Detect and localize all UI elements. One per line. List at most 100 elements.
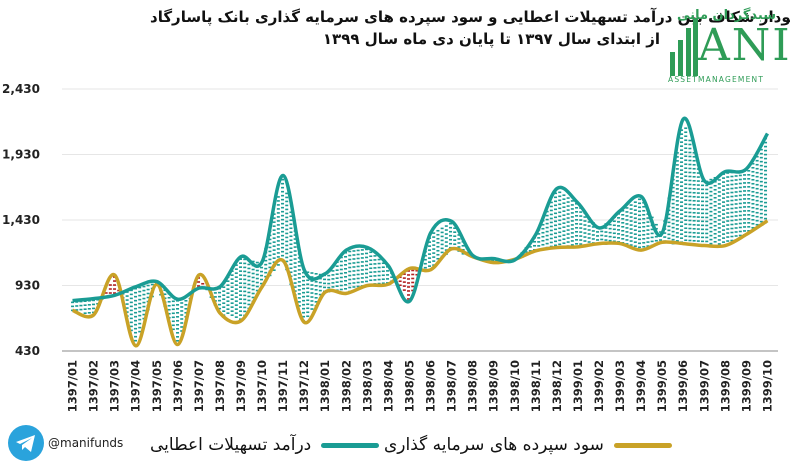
- gap-hatch-mark: [365, 264, 369, 267]
- gap-hatch-mark: [722, 233, 726, 235]
- gap-hatch-mark: [688, 163, 692, 166]
- logo-subtitle: ASSETMANAGEMENT: [668, 75, 765, 84]
- gap-hatch-mark: [738, 222, 742, 225]
- gap-hatch-mark: [717, 195, 721, 197]
- gap-hatch-mark: [268, 262, 272, 265]
- gap-hatch-mark: [738, 210, 742, 213]
- gap-hatch-mark: [129, 309, 133, 312]
- gap-hatch-mark: [331, 270, 335, 272]
- gap-hatch-mark: [281, 210, 285, 213]
- gap-hatch-mark: [617, 229, 621, 231]
- gap-hatch-mark: [688, 183, 692, 186]
- gap-hatch-mark: [570, 244, 574, 246]
- gap-hatch-mark: [407, 282, 411, 284]
- gap-hatch-mark: [566, 233, 570, 235]
- telegram-handle[interactable]: @manifunds: [48, 436, 124, 450]
- gap-hatch-mark: [575, 235, 579, 237]
- gap-hatch-mark: [692, 231, 696, 234]
- gap-hatch-mark: [764, 201, 768, 204]
- gap-hatch-mark: [688, 211, 692, 214]
- gap-hatch-mark: [365, 280, 369, 283]
- gap-hatch-mark: [146, 288, 150, 291]
- gap-hatch-mark: [339, 272, 343, 275]
- logo-letters: ANI: [698, 20, 790, 71]
- gap-hatch-mark: [310, 276, 314, 278]
- gap-hatch-mark: [449, 222, 453, 225]
- gap-hatch-mark: [717, 191, 721, 193]
- gap-hatch-mark: [751, 170, 755, 173]
- gap-hatch-mark: [638, 222, 642, 225]
- gap-hatch-mark: [264, 271, 268, 274]
- gap-hatch-mark: [134, 327, 138, 330]
- gap-hatch-mark: [436, 233, 440, 236]
- gap-hatch-mark: [705, 184, 709, 187]
- gap-hatch-mark: [344, 271, 348, 274]
- gap-hatch-mark: [255, 277, 259, 280]
- gap-hatch-mark: [272, 217, 276, 219]
- gap-hatch-mark: [738, 226, 742, 229]
- gap-hatch-mark: [247, 303, 251, 306]
- gap-hatch-mark: [297, 277, 301, 279]
- gap-hatch-mark: [541, 223, 545, 226]
- gap-hatch-mark: [339, 288, 343, 291]
- x-tick-label: 1398/08: [466, 360, 480, 412]
- gap-hatch-mark: [255, 269, 259, 272]
- gap-hatch-mark: [759, 212, 763, 215]
- gap-hatch-mark: [680, 133, 684, 135]
- gap-hatch-mark: [734, 207, 738, 209]
- gap-hatch-mark: [71, 309, 75, 312]
- gap-hatch-mark: [230, 278, 234, 280]
- gap-hatch-mark: [285, 212, 289, 215]
- gap-hatch-mark: [675, 220, 679, 222]
- gap-hatch-mark: [247, 291, 251, 294]
- gap-hatch-mark: [692, 167, 696, 170]
- gap-hatch-mark: [272, 269, 276, 271]
- gap-hatch-mark: [701, 236, 705, 239]
- gap-hatch-mark: [281, 190, 285, 193]
- gap-hatch-mark: [251, 276, 255, 279]
- gap-hatch-mark: [297, 285, 301, 287]
- gap-hatch-mark: [146, 284, 150, 287]
- gap-hatch-mark: [285, 252, 289, 255]
- gap-hatch-mark: [423, 258, 427, 261]
- gap-hatch-mark: [730, 235, 734, 238]
- gap-hatch-area: [71, 127, 768, 346]
- gap-hatch-mark: [629, 228, 633, 230]
- x-tick-label: 1397/03: [108, 360, 122, 412]
- gap-hatch-mark: [751, 186, 755, 189]
- gap-hatch-mark: [310, 292, 314, 294]
- gap-hatch-mark: [764, 145, 768, 148]
- gap-hatch-mark: [129, 329, 133, 332]
- gap-hatch-mark: [680, 229, 684, 231]
- gap-hatch-mark: [730, 195, 734, 198]
- gap-hatch-mark: [432, 252, 436, 254]
- gap-hatch-mark: [251, 280, 255, 283]
- gap-hatch-mark: [680, 169, 684, 171]
- gap-hatch-mark: [251, 292, 255, 295]
- gap-hatch-mark: [684, 163, 688, 166]
- gap-hatch-mark: [684, 147, 688, 150]
- gap-hatch-mark: [625, 239, 629, 241]
- gap-hatch-mark: [734, 211, 738, 213]
- y-tick-label: 1,430: [2, 213, 40, 227]
- x-tick-label: 1397/11: [276, 360, 290, 412]
- gap-hatch-mark: [747, 230, 751, 232]
- gap-hatch-mark: [705, 196, 709, 199]
- gap-hatch-mark: [218, 303, 222, 306]
- gap-hatch-mark: [709, 218, 713, 221]
- gap-hatch-mark: [369, 267, 373, 270]
- gap-hatch-mark: [293, 258, 297, 260]
- gap-hatch-mark: [113, 284, 117, 286]
- gap-hatch-mark: [255, 261, 259, 264]
- gap-hatch-mark: [726, 184, 730, 186]
- telegram-icon[interactable]: [8, 425, 44, 461]
- gap-hatch-mark: [293, 266, 297, 268]
- gap-hatch-mark: [680, 181, 684, 183]
- gap-hatch-mark: [680, 197, 684, 199]
- gap-hatch-mark: [314, 285, 318, 287]
- gap-hatch-mark: [344, 275, 348, 278]
- gap-hatch-mark: [289, 235, 293, 238]
- gap-hatch-mark: [344, 267, 348, 270]
- gap-hatch-mark: [688, 227, 692, 230]
